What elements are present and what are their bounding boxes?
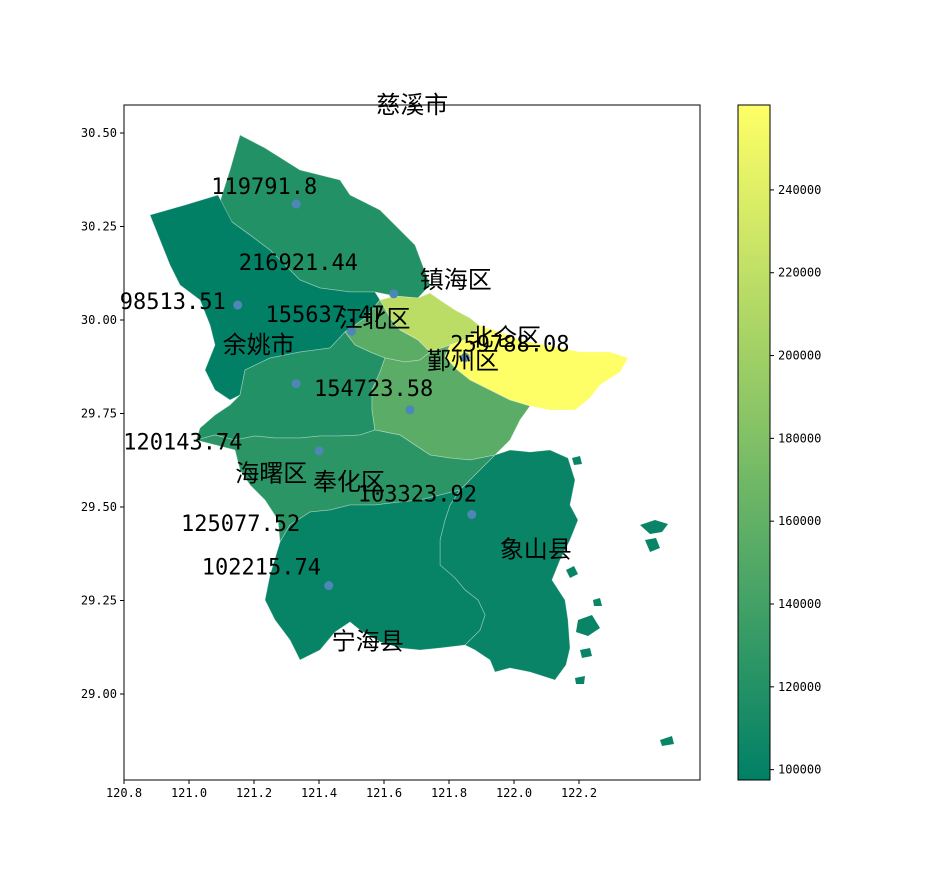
- region-value-label: 103323.92: [358, 482, 477, 507]
- centroid-marker: [324, 581, 334, 591]
- region-ninghai: [264, 489, 486, 661]
- centroid-marker: [405, 405, 415, 415]
- centroid-marker: [467, 509, 477, 519]
- centroid-marker: [389, 289, 399, 299]
- y-tick-label: 29.00: [81, 687, 117, 701]
- region-value-label: 119791.8: [211, 175, 317, 200]
- centroid-marker: [460, 352, 470, 362]
- map-layer: [149, 134, 674, 746]
- centroid-marker: [347, 326, 356, 336]
- x-tick-label: 120.8: [106, 786, 142, 800]
- x-tick-label: 121.2: [236, 786, 272, 800]
- y-tick-label: 30.25: [81, 220, 117, 234]
- colorbar-tick-label: 220000: [778, 266, 821, 280]
- x-tick-label: 121.0: [171, 786, 207, 800]
- colorbar-tick-label: 120000: [778, 680, 821, 694]
- region-name-label: 慈溪市: [376, 91, 448, 119]
- x-tick-label: 122.2: [561, 786, 597, 800]
- region-name-label: 海曙区: [235, 460, 307, 488]
- region-value-label: 155637.47: [266, 303, 385, 328]
- region-value-label: 154723.58: [314, 377, 433, 402]
- region-name-label: 镇海区: [420, 266, 492, 294]
- colorbar-tick-label: 240000: [778, 183, 821, 197]
- y-tick-label: 30.50: [81, 126, 117, 140]
- centroid-marker: [233, 300, 243, 310]
- colorbar: [737, 104, 771, 781]
- colorbar-tick-label: 140000: [778, 597, 821, 611]
- y-tick-label: 29.25: [81, 594, 117, 608]
- centroid-marker: [314, 446, 324, 456]
- centroid-marker: [291, 379, 301, 389]
- x-tick-label: 121.6: [366, 786, 402, 800]
- x-tick-label: 122.0: [496, 786, 532, 800]
- y-tick-label: 29.50: [81, 500, 117, 514]
- colorbar-tick-label: 100000: [778, 763, 821, 777]
- centroid-markers: [233, 199, 477, 591]
- colorbar-tick-label: 180000: [778, 431, 821, 445]
- colorbar-tick-label: 200000: [778, 349, 821, 363]
- colorbar-tick-label: 160000: [778, 514, 821, 528]
- region-name-label: 奉化区: [313, 468, 385, 496]
- region-value-label: 120143.74: [123, 431, 242, 456]
- region-name-label: 宁海县: [332, 628, 404, 656]
- region-value-label: 125077.52: [181, 512, 300, 537]
- x-tick-label: 121.4: [301, 786, 337, 800]
- y-tick-label: 30.00: [81, 313, 117, 327]
- region-value-label: 216921.44: [239, 251, 358, 276]
- region-name-label: 余姚市: [223, 331, 295, 359]
- region-value-label: 98513.51: [120, 290, 226, 315]
- y-axis: 29.00 29.25 29.50 29.75 30.00 30.25 30.50: [81, 126, 124, 701]
- region-name-label: 江北区: [339, 305, 411, 333]
- region-yinzhou: [371, 344, 531, 461]
- offshore-islands: [566, 456, 674, 746]
- y-tick-label: 29.75: [81, 407, 117, 421]
- colorbar-ticks: 100000 120000 140000 160000 180000 200000 2200…: [770, 183, 821, 777]
- region-name-label: 北仑区: [469, 323, 541, 351]
- centroid-marker: [291, 199, 301, 209]
- x-tick-label: 121.8: [431, 786, 467, 800]
- region-value-label: 259788.08: [450, 332, 569, 357]
- region-name-label: 鄞州区: [427, 347, 499, 375]
- x-axis: 120.8 121.0 121.2 121.4 121.6 121.8 122.0 122.2: [106, 780, 597, 800]
- region-value-label: 102215.74: [202, 556, 321, 581]
- region-labels: 119791.8 慈溪市 216921.44 镇海区 98513.51 余姚市 155637…: [120, 91, 572, 655]
- region-name-label: 象山县: [500, 535, 572, 563]
